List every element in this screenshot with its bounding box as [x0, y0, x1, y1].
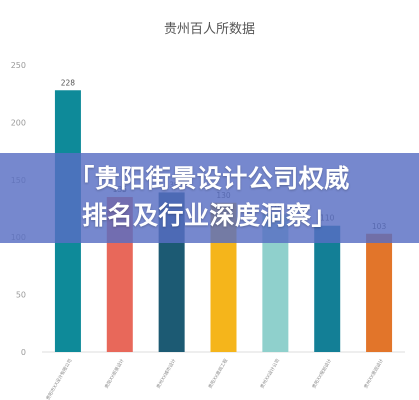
x-tick-label: 贵阳XX景观工程	[207, 357, 230, 390]
headline-line-1: 「贵阳街景设计公司权威	[69, 164, 350, 193]
x-tick-label: 贵阳XX规划设计	[310, 357, 333, 390]
chart-title: 贵州百人所数据	[163, 22, 255, 37]
headline-line-2: 排名及行业深度洞察」	[81, 201, 337, 230]
x-tick-label: 贵州XX景观设计	[362, 357, 385, 390]
y-tick-label: 0	[21, 348, 26, 357]
bar-value-label: 228	[61, 78, 76, 87]
headline-text: 「贵阳街景设计公司权威 排名及行业深度洞察」	[0, 160, 419, 234]
bar	[314, 225, 341, 352]
y-tick-label: 200	[11, 118, 26, 127]
bar	[366, 233, 393, 352]
y-tick-label: 250	[11, 61, 26, 70]
y-tick-label: 50	[16, 291, 26, 300]
x-tick-label: 贵州XX城市设计	[155, 357, 178, 390]
headline-banner	[0, 153, 419, 243]
x-tick-label: 贵阳XX街景设计	[103, 357, 126, 390]
x-tick-label: 贵阳市XX设计有限公司	[44, 358, 73, 400]
x-tick-label: 贵州XX设计公司	[258, 358, 281, 390]
